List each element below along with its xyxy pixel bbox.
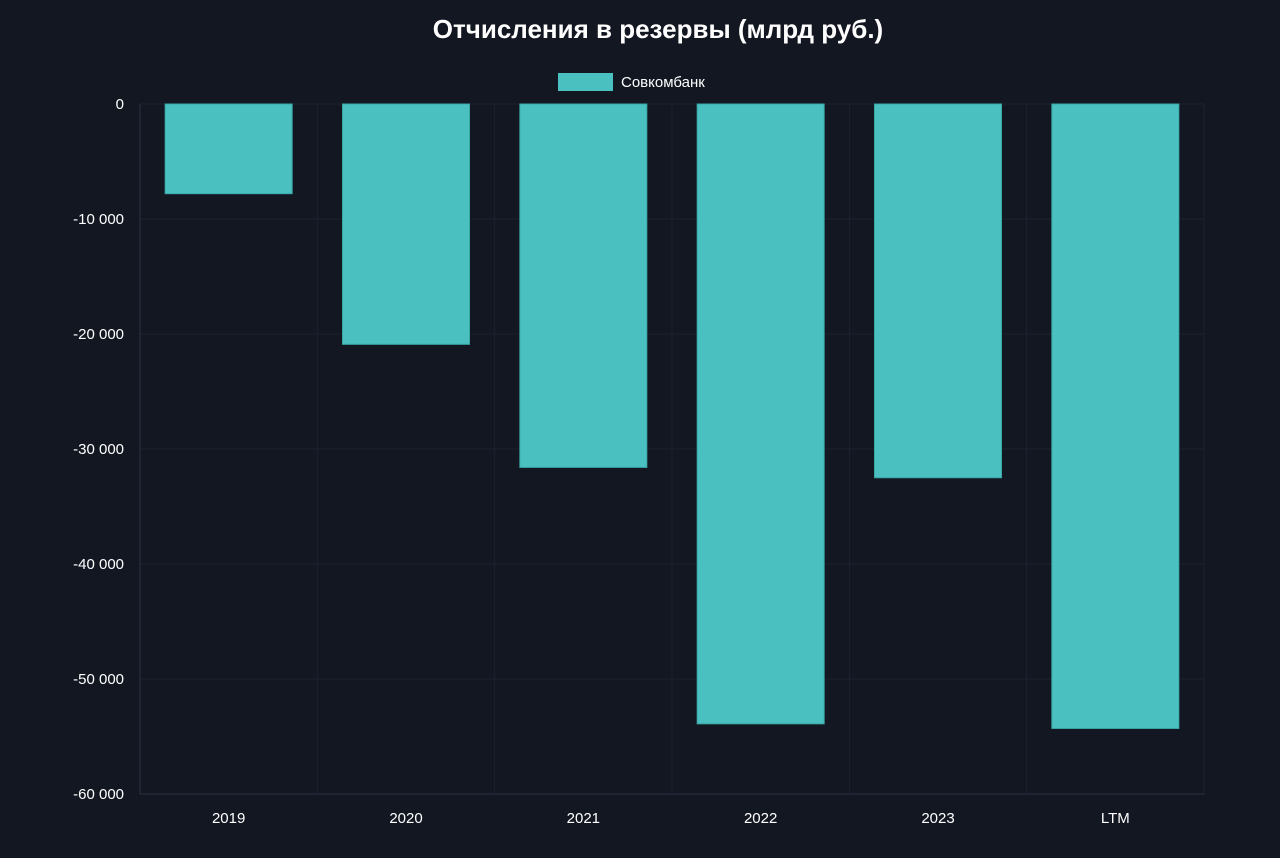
grid xyxy=(139,103,1205,795)
bar-2023[interactable] xyxy=(874,103,1002,479)
x-tick-label: LTM xyxy=(1101,810,1130,827)
y-tick-label: -20 000 xyxy=(73,326,124,343)
x-tick-label: 2021 xyxy=(567,810,600,827)
y-tick-label: -30 000 xyxy=(73,441,124,458)
bar-2019[interactable] xyxy=(164,103,293,195)
y-axis: 0 -10 000 -20 000 -30 000 -40 000 -50 000 -60 … xyxy=(73,96,124,803)
bar-2022[interactable] xyxy=(696,103,825,725)
legend-label-sovcombank: Совкомбанк xyxy=(621,74,705,91)
y-tick-label: -60 000 xyxy=(73,786,124,803)
y-tick-label: -50 000 xyxy=(73,671,124,688)
bar-2021[interactable] xyxy=(519,103,648,468)
y-tick-label: -40 000 xyxy=(73,556,124,573)
legend[interactable]: Совкомбанк xyxy=(558,73,705,91)
legend-swatch-sovcombank xyxy=(558,73,613,91)
chart-title: Отчисления в резервы (млрд руб.) xyxy=(433,14,883,44)
bar-ltm[interactable] xyxy=(1051,103,1180,729)
bar-2020[interactable] xyxy=(342,103,470,345)
bars xyxy=(164,103,1180,729)
y-tick-label: 0 xyxy=(116,96,124,113)
x-tick-label: 2020 xyxy=(389,810,422,827)
x-tick-label: 2019 xyxy=(212,810,245,827)
x-axis: 2019 2020 2021 2022 2023 LTM xyxy=(212,810,1130,827)
x-tick-label: 2022 xyxy=(744,810,777,827)
x-tick-label: 2023 xyxy=(921,810,954,827)
y-tick-label: -10 000 xyxy=(73,211,124,228)
